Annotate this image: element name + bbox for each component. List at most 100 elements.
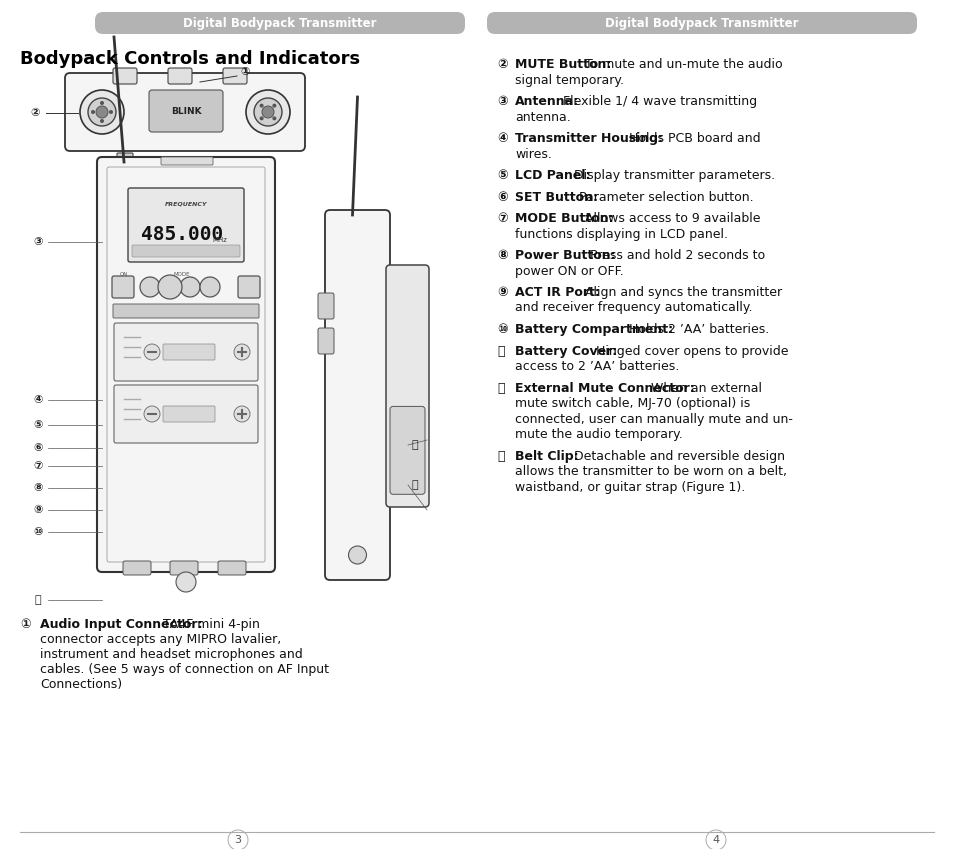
Text: Hinged cover opens to provide: Hinged cover opens to provide (592, 345, 788, 357)
Circle shape (140, 277, 160, 297)
Text: Connections): Connections) (40, 678, 122, 691)
Circle shape (253, 98, 282, 126)
Text: Parameter selection button.: Parameter selection button. (575, 190, 753, 204)
FancyBboxPatch shape (161, 157, 213, 165)
Text: ④: ④ (33, 395, 43, 405)
Text: Digital Bodypack Transmitter: Digital Bodypack Transmitter (604, 16, 798, 30)
Text: ②: ② (497, 58, 507, 71)
Circle shape (100, 119, 104, 123)
Text: Align and syncs the transmitter: Align and syncs the transmitter (580, 286, 781, 299)
FancyBboxPatch shape (168, 68, 192, 84)
Text: functions displaying in LCD panel.: functions displaying in LCD panel. (515, 228, 727, 240)
Text: mute the audio temporary.: mute the audio temporary. (515, 428, 682, 441)
FancyBboxPatch shape (128, 188, 244, 262)
Text: ⑩: ⑩ (497, 323, 507, 336)
FancyBboxPatch shape (113, 385, 257, 443)
Text: MODE: MODE (173, 272, 190, 277)
Text: ⑩: ⑩ (33, 527, 43, 537)
Text: ③: ③ (33, 237, 43, 247)
Text: waistband, or guitar strap (Figure 1).: waistband, or guitar strap (Figure 1). (515, 481, 744, 493)
Text: ⑪: ⑪ (34, 595, 41, 605)
Text: connected, user can manually mute and un-: connected, user can manually mute and un… (515, 413, 792, 425)
Text: ⑬: ⑬ (497, 449, 504, 463)
FancyBboxPatch shape (325, 210, 390, 580)
FancyBboxPatch shape (95, 12, 464, 34)
Circle shape (272, 116, 276, 121)
FancyBboxPatch shape (117, 153, 132, 165)
Circle shape (259, 116, 263, 121)
Text: ④: ④ (497, 132, 507, 145)
Text: BLINK: BLINK (171, 106, 201, 115)
Text: To mute and un-mute the audio: To mute and un-mute the audio (580, 58, 781, 71)
Text: Power Button:: Power Button: (515, 249, 615, 262)
Circle shape (228, 830, 248, 849)
Text: 4: 4 (712, 835, 719, 845)
FancyBboxPatch shape (170, 561, 198, 575)
Text: ⑨: ⑨ (33, 505, 43, 515)
FancyBboxPatch shape (317, 293, 334, 319)
Circle shape (158, 275, 182, 299)
FancyBboxPatch shape (386, 265, 429, 507)
Text: ①: ① (240, 67, 250, 77)
Text: Allows access to 9 available: Allows access to 9 available (580, 212, 760, 225)
FancyBboxPatch shape (112, 304, 258, 318)
FancyBboxPatch shape (112, 276, 133, 298)
Text: SET Button:: SET Button: (515, 190, 598, 204)
Text: Belt Clip:: Belt Clip: (515, 449, 578, 463)
Text: 3: 3 (234, 835, 241, 845)
Text: ①: ① (20, 618, 30, 631)
FancyBboxPatch shape (237, 276, 260, 298)
Circle shape (272, 104, 276, 108)
Text: ⑦: ⑦ (497, 212, 507, 225)
Circle shape (200, 277, 220, 297)
Circle shape (233, 406, 250, 422)
Circle shape (144, 406, 160, 422)
FancyBboxPatch shape (218, 561, 246, 575)
Circle shape (180, 277, 200, 297)
Text: Flexible 1/ 4 wave transmitting: Flexible 1/ 4 wave transmitting (558, 95, 757, 108)
Circle shape (109, 110, 112, 114)
Text: Display transmitter parameters.: Display transmitter parameters. (569, 169, 774, 182)
Text: ⑥: ⑥ (33, 443, 43, 453)
Text: and receiver frequency automatically.: and receiver frequency automatically. (515, 301, 752, 314)
Text: TA4F mini 4-pin: TA4F mini 4-pin (158, 618, 259, 631)
Circle shape (705, 830, 725, 849)
Text: wires.: wires. (515, 148, 551, 160)
Text: MODE Button:: MODE Button: (515, 212, 613, 225)
Text: MHz: MHz (212, 237, 227, 243)
Circle shape (262, 106, 274, 118)
Circle shape (88, 98, 116, 126)
Text: antenna.: antenna. (515, 110, 570, 123)
Text: connector accepts any MIPRO lavalier,: connector accepts any MIPRO lavalier, (40, 633, 281, 646)
Text: Transmitter Housing:: Transmitter Housing: (515, 132, 662, 145)
Text: When an external: When an external (646, 381, 761, 395)
Text: Holds 2 ’AA’ batteries.: Holds 2 ’AA’ batteries. (624, 323, 768, 336)
Text: Audio Input Connector:: Audio Input Connector: (40, 618, 202, 631)
Text: FREQUENCY: FREQUENCY (165, 201, 207, 206)
Text: ③: ③ (497, 95, 507, 108)
FancyBboxPatch shape (163, 406, 214, 422)
Text: mute switch cable, MJ-70 (optional) is: mute switch cable, MJ-70 (optional) is (515, 397, 749, 410)
Text: MUTE Button:: MUTE Button: (515, 58, 611, 71)
Circle shape (91, 110, 95, 114)
Circle shape (96, 106, 108, 118)
Text: ⑤: ⑤ (497, 169, 507, 182)
FancyBboxPatch shape (163, 344, 214, 360)
Text: Press and hold 2 seconds to: Press and hold 2 seconds to (586, 249, 765, 262)
FancyBboxPatch shape (123, 561, 151, 575)
Text: ON: ON (120, 272, 128, 277)
Text: ⑤: ⑤ (33, 420, 43, 430)
Circle shape (160, 277, 180, 297)
Text: ②: ② (30, 108, 40, 118)
Text: ⑧: ⑧ (497, 249, 507, 262)
Text: ⑧: ⑧ (33, 483, 43, 493)
FancyBboxPatch shape (65, 73, 305, 151)
FancyBboxPatch shape (97, 157, 274, 572)
Text: Holds PCB board and: Holds PCB board and (624, 132, 760, 145)
Text: Detachable and reversible design: Detachable and reversible design (569, 449, 784, 463)
Circle shape (246, 90, 290, 134)
FancyBboxPatch shape (113, 323, 257, 381)
Text: instrument and headset microphones and: instrument and headset microphones and (40, 648, 302, 661)
Text: Digital Bodypack Transmitter: Digital Bodypack Transmitter (183, 16, 376, 30)
FancyBboxPatch shape (149, 90, 223, 132)
